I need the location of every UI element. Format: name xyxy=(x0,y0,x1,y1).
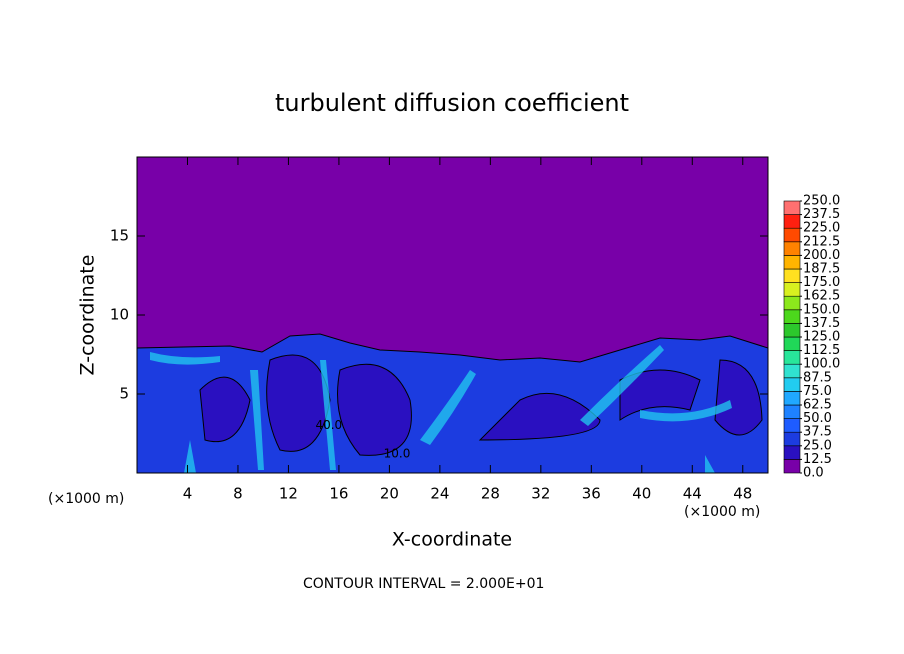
colorbar-label: 187.5 xyxy=(803,262,840,277)
colorbar-band xyxy=(783,459,801,474)
colorbar-label: 75.0 xyxy=(803,384,832,399)
colorbar-label: 12.5 xyxy=(803,452,832,467)
colorbar-band xyxy=(783,282,801,297)
x-tick-label: 4 xyxy=(183,485,193,503)
x-unit-label: (×1000 m) xyxy=(48,491,124,507)
colorbar-band xyxy=(783,363,801,379)
colorbar-band xyxy=(783,377,801,392)
chart-title: turbulent diffusion coefficient xyxy=(275,89,629,117)
colorbar-band xyxy=(783,350,801,365)
colorbar-label: 162.5 xyxy=(803,289,840,304)
x-tick-label: 12 xyxy=(279,485,298,503)
x-tick-label: 32 xyxy=(531,485,550,503)
colorbar-band xyxy=(783,323,801,338)
colorbar-label: 137.5 xyxy=(803,316,840,331)
colorbar-label: 125.0 xyxy=(803,330,840,345)
colorbar-label: 100.0 xyxy=(803,357,840,372)
colorbar-band xyxy=(783,227,801,243)
colorbar-label: 175.0 xyxy=(803,275,840,290)
contour-field xyxy=(137,157,768,473)
y-tick-label: 5 xyxy=(119,385,129,403)
x-tick-label: 16 xyxy=(329,485,348,503)
colorbar-label: 212.5 xyxy=(803,234,840,249)
footnote: CONTOUR INTERVAL = 2.000E+01 xyxy=(303,576,544,592)
colorbar-band xyxy=(783,431,801,447)
colorbar-band xyxy=(783,391,801,406)
colorbar-label: 200.0 xyxy=(803,248,840,263)
colorbar-band xyxy=(783,445,801,460)
colorbar-band xyxy=(783,336,801,351)
colorbar-label: 87.5 xyxy=(803,370,832,385)
colorbar-label: 237.5 xyxy=(803,207,840,222)
colorbar-label: 225.0 xyxy=(803,221,840,236)
y-tick-label: 15 xyxy=(110,227,129,245)
y-tick-label: 10 xyxy=(110,306,129,324)
colorbar-band xyxy=(783,200,801,215)
colorbar-band xyxy=(783,309,801,324)
colorbar-band xyxy=(783,241,801,256)
field-wisps xyxy=(150,345,732,473)
contour-label: 40.0 xyxy=(315,418,342,432)
y-axis-label: Z-coordinate xyxy=(77,255,99,376)
colorbar-label: 37.5 xyxy=(803,425,832,440)
colorbar-label: 150.0 xyxy=(803,302,840,317)
colorbar-band xyxy=(783,255,801,270)
x-tick-label: 40 xyxy=(632,485,651,503)
colorbar-band xyxy=(783,268,801,283)
x-tick-label: 20 xyxy=(380,485,399,503)
x-tick-label: 24 xyxy=(430,485,449,503)
colorbar-label: 50.0 xyxy=(803,411,832,426)
colorbar-band xyxy=(783,418,801,433)
x-axis-label: X-coordinate xyxy=(392,529,512,551)
x-tick-label: 36 xyxy=(582,485,601,503)
colorbar-label: 250.0 xyxy=(803,194,840,209)
x-unit-label: (×1000 m) xyxy=(684,504,760,520)
x-tick-label: 28 xyxy=(481,485,500,503)
colorbar-label: 25.0 xyxy=(803,438,832,453)
colorbar-band xyxy=(783,295,801,311)
colorbar-label: 62.5 xyxy=(803,398,832,413)
colorbar-band xyxy=(783,404,801,419)
x-tick-label: 48 xyxy=(733,485,752,503)
x-tick-label: 44 xyxy=(683,485,702,503)
colorbar-label: 0.0 xyxy=(803,466,824,481)
x-tick-label: 8 xyxy=(233,485,243,503)
contour-label: 10.0 xyxy=(384,447,411,461)
colorbar-label: 112.5 xyxy=(803,343,840,358)
colorbar-band xyxy=(783,214,801,229)
